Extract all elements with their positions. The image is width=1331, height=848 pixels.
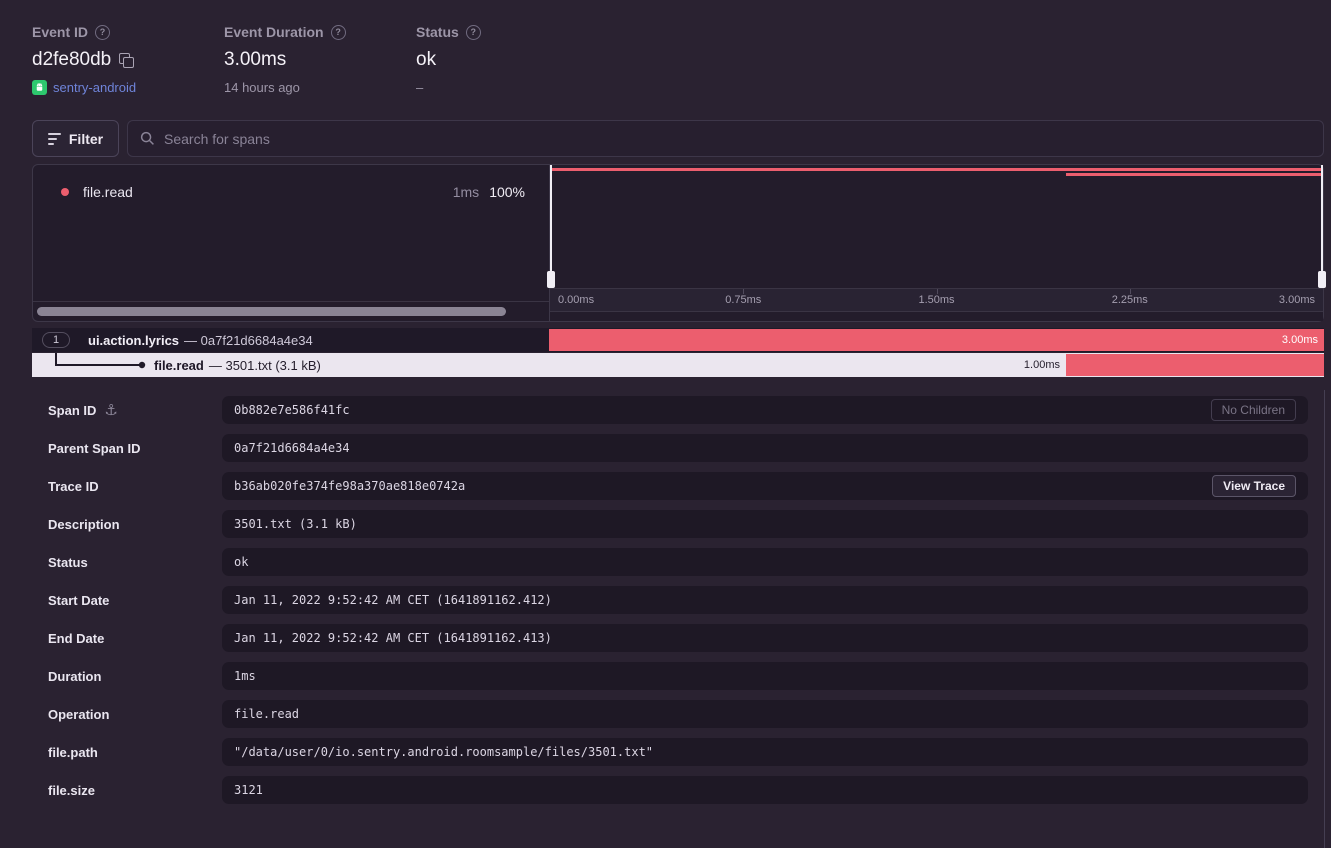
detail-label: file.path: [48, 744, 98, 760]
detail-value-cell: Jan 11, 2022 9:52:42 AM CET (1641891162.…: [222, 624, 1308, 652]
span-op: ui.action.lyrics: [88, 332, 180, 348]
axis-tick: 2.25ms: [1111, 294, 1148, 306]
status-sub: –: [416, 80, 424, 95]
detail-label: Duration: [48, 668, 102, 684]
detail-value-cell: Jan 11, 2022 9:52:42 AM CET (1641891162.…: [222, 586, 1308, 614]
trace-minimap: file.read 1ms 100% 0.00ms 0.75ms 1.50ms …: [32, 164, 1326, 322]
viewport-handle-left[interactable]: [547, 165, 555, 288]
axis-tick: 3.00ms: [1278, 294, 1315, 306]
axis-tick: 0.75ms: [725, 294, 762, 306]
android-icon: [32, 80, 47, 95]
op-percent: 100%: [489, 184, 525, 200]
detail-label: End Date: [48, 630, 105, 646]
span-children-count[interactable]: 1: [42, 332, 70, 348]
scrollbar-thumb[interactable]: [37, 307, 506, 316]
detail-label: file.size: [48, 782, 95, 798]
detail-label: Parent Span ID: [48, 440, 141, 456]
detail-value-cell: ok: [222, 548, 1308, 576]
detail-value-cell: file.read: [222, 700, 1308, 728]
horizontal-scrollbar[interactable]: [33, 301, 549, 321]
event-id-label: Event ID: [32, 24, 89, 40]
span-search[interactable]: [127, 120, 1324, 157]
detail-value-cell: 3501.txt (3.1 kB): [222, 510, 1308, 538]
span-detail: — 0a7f21d6684a4e34: [184, 332, 313, 348]
detail-row: file.size 3121: [0, 776, 1331, 804]
detail-value-cell: 0a7f21d6684a4e34: [222, 434, 1308, 462]
detail-row: Start Date Jan 11, 2022 9:52:42 AM CET (…: [0, 586, 1331, 614]
project-link[interactable]: sentry-android: [53, 80, 137, 95]
detail-label: Operation: [48, 706, 110, 722]
detail-row: Trace ID b36ab020fe374fe98a370ae818e0742…: [0, 472, 1331, 500]
search-input[interactable]: [164, 130, 1311, 147]
detail-row: file.path "/data/user/0/io.sentry.androi…: [0, 738, 1331, 766]
span-bar[interactable]: [1065, 354, 1324, 376]
view-trace-button[interactable]: View Trace: [1212, 475, 1296, 497]
detail-row: Span ID ⚓ 0b882e7e586f41fc No Children: [0, 396, 1331, 424]
filter-icon: [47, 132, 61, 145]
time-axis: 0.00ms 0.75ms 1.50ms 2.25ms 3.00ms: [550, 288, 1323, 312]
span-detail: — 3501.txt (3.1 kB): [208, 357, 321, 373]
span-bar-duration: 1.00ms: [1023, 359, 1060, 371]
search-icon: [140, 131, 155, 146]
span-op: file.read: [154, 357, 204, 373]
span-row-selected[interactable]: file.read — 3501.txt (3.1 kB) 1.00ms: [32, 353, 1324, 377]
detail-label: Trace ID: [48, 478, 99, 494]
help-icon[interactable]: ?: [95, 24, 111, 40]
event-id-value: d2fe80db: [32, 49, 112, 70]
minimap-span-root: [550, 168, 1323, 171]
detail-value-cell: 3121: [222, 776, 1308, 804]
detail-label: Span ID: [48, 402, 97, 418]
op-legend-row[interactable]: file.read 1ms 100%: [33, 171, 549, 213]
detail-value-cell: 1ms: [222, 662, 1308, 690]
tree-connector: [55, 353, 146, 369]
span-row-root[interactable]: 1 ui.action.lyrics — 0a7f21d6684a4e34 3.…: [32, 328, 1324, 352]
detail-row: Parent Span ID 0a7f21d6684a4e34: [0, 434, 1331, 462]
op-color-dot: [61, 188, 69, 196]
detail-value-cell: "/data/user/0/io.sentry.android.roomsamp…: [222, 738, 1308, 766]
filter-button[interactable]: Filter: [32, 120, 119, 157]
details-right-border: [1324, 390, 1325, 848]
span-bar-duration: 3.00ms: [1281, 334, 1318, 346]
no-children-badge: No Children: [1210, 399, 1296, 421]
help-icon[interactable]: ?: [465, 24, 481, 40]
detail-label: Description: [48, 516, 120, 532]
event-duration-field: Event Duration ? 3.00ms 14 hours ago: [224, 22, 346, 95]
span-bar[interactable]: 3.00ms: [548, 329, 1324, 351]
viewport-handle-right[interactable]: [1318, 165, 1326, 288]
op-duration: 1ms: [452, 184, 480, 200]
help-icon[interactable]: ?: [330, 24, 346, 40]
event-id-field: Event ID ? d2fe80db sentry-android: [32, 22, 136, 95]
detail-label: Status: [48, 554, 88, 570]
axis-tick: 1.50ms: [918, 294, 955, 306]
detail-row: Description 3501.txt (3.1 kB): [0, 510, 1331, 538]
detail-row: Operation file.read: [0, 700, 1331, 728]
minimap-chart[interactable]: [547, 165, 1326, 288]
detail-label: Start Date: [48, 592, 110, 608]
event-duration-label: Event Duration: [224, 24, 324, 40]
event-age: 14 hours ago: [224, 80, 300, 95]
detail-row: Status ok: [0, 548, 1331, 576]
axis-tick: 0.00ms: [558, 294, 595, 306]
copy-icon[interactable]: [119, 52, 135, 68]
status-label: Status: [416, 24, 459, 40]
op-name: file.read: [83, 184, 133, 200]
minimap-span-child: [1065, 173, 1323, 176]
status-field: Status ? ok –: [416, 22, 481, 95]
event-duration-value: 3.00ms: [224, 49, 287, 70]
status-value: ok: [416, 49, 437, 70]
detail-row: End Date Jan 11, 2022 9:52:42 AM CET (16…: [0, 624, 1331, 652]
op-breakdown-panel: file.read 1ms 100%: [33, 165, 550, 321]
detail-row: Duration 1ms: [0, 662, 1331, 690]
detail-value-cell: 0b882e7e586f41fc No Children: [222, 396, 1308, 424]
anchor-icon[interactable]: ⚓: [104, 401, 118, 419]
detail-value-cell: b36ab020fe374fe98a370ae818e0742a View Tr…: [222, 472, 1308, 500]
minimap-timeline: 0.00ms 0.75ms 1.50ms 2.25ms 3.00ms: [547, 165, 1326, 321]
